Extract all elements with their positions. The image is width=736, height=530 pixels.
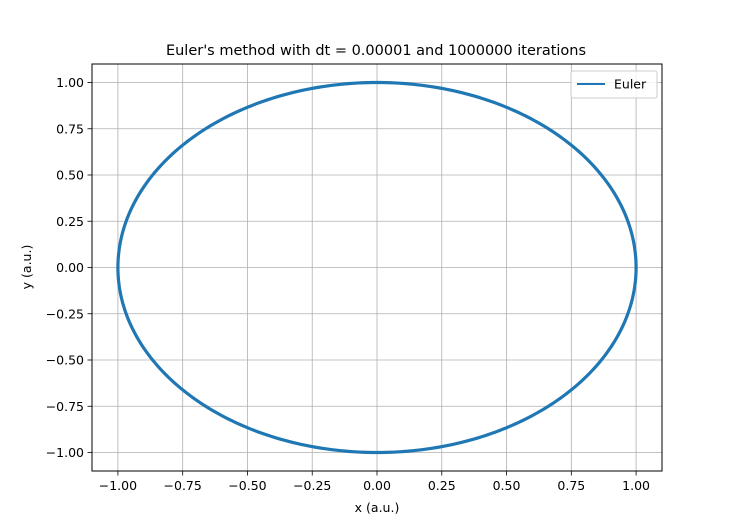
y-tick-label: −0.50 bbox=[46, 353, 84, 368]
data-point-euler bbox=[505, 106, 508, 109]
data-point-euler bbox=[308, 445, 312, 448]
y-tick-label: −0.75 bbox=[46, 399, 84, 414]
axis-ticks: −1.00 −0.75 −0.50 −0.25 0.00 0.25 0.50 0.75 1.00… bbox=[46, 75, 650, 493]
data-point-euler bbox=[246, 106, 249, 109]
x-tick-label: −0.75 bbox=[164, 478, 202, 493]
y-tick-label: 0.25 bbox=[56, 214, 84, 229]
data-point-euler bbox=[600, 173, 603, 177]
legend-box bbox=[570, 70, 658, 99]
data-point-euler bbox=[125, 218, 128, 221]
data-point-euler bbox=[442, 87, 446, 90]
data-point-euler bbox=[375, 81, 379, 84]
chart-title: Euler's method with dt = 0.00001 and 100… bbox=[166, 43, 586, 59]
data-point-euler bbox=[505, 426, 508, 429]
x-tick-label: −0.25 bbox=[293, 478, 331, 493]
data-point-euler bbox=[125, 314, 128, 317]
legend: Euler bbox=[570, 70, 658, 99]
data-point-euler bbox=[634, 266, 638, 269]
x-tick-label: 1.00 bbox=[622, 478, 650, 493]
x-tick-label: 0.75 bbox=[557, 478, 585, 493]
x-tick-label: 0.25 bbox=[428, 478, 456, 493]
y-tick-label: 0.75 bbox=[56, 121, 84, 136]
data-point-euler bbox=[308, 87, 312, 90]
y-tick-label: −1.00 bbox=[46, 445, 84, 460]
x-axis-label: x (a.u.) bbox=[355, 500, 400, 515]
data-point-euler bbox=[442, 445, 446, 448]
y-tick-label: −0.25 bbox=[46, 306, 84, 321]
data-point-euler bbox=[558, 135, 562, 138]
y-tick-label: 0.00 bbox=[56, 260, 84, 275]
data-point-euler bbox=[116, 266, 120, 269]
plot-area bbox=[116, 80, 638, 455]
y-axis-label: y (a.u.) bbox=[19, 245, 34, 290]
data-point-euler bbox=[626, 218, 629, 221]
data-point-euler bbox=[192, 397, 196, 400]
data-point-euler bbox=[246, 426, 249, 429]
data-point-euler bbox=[151, 173, 154, 177]
data-point-euler bbox=[626, 314, 629, 317]
x-tick-label: −1.00 bbox=[99, 478, 137, 493]
data-point-euler bbox=[558, 397, 562, 400]
y-tick-label: 0.50 bbox=[56, 168, 84, 183]
data-point-euler bbox=[192, 135, 196, 138]
data-point-euler bbox=[375, 451, 379, 454]
data-point-euler bbox=[151, 358, 154, 362]
x-tick-label: −0.50 bbox=[228, 478, 266, 493]
data-point-euler bbox=[600, 358, 603, 362]
y-tick-label: 1.00 bbox=[56, 75, 84, 90]
x-tick-label: 0.00 bbox=[363, 478, 391, 493]
x-tick-label: 0.50 bbox=[493, 478, 521, 493]
legend-label-euler: Euler bbox=[614, 77, 647, 92]
axes-frame bbox=[91, 63, 663, 472]
